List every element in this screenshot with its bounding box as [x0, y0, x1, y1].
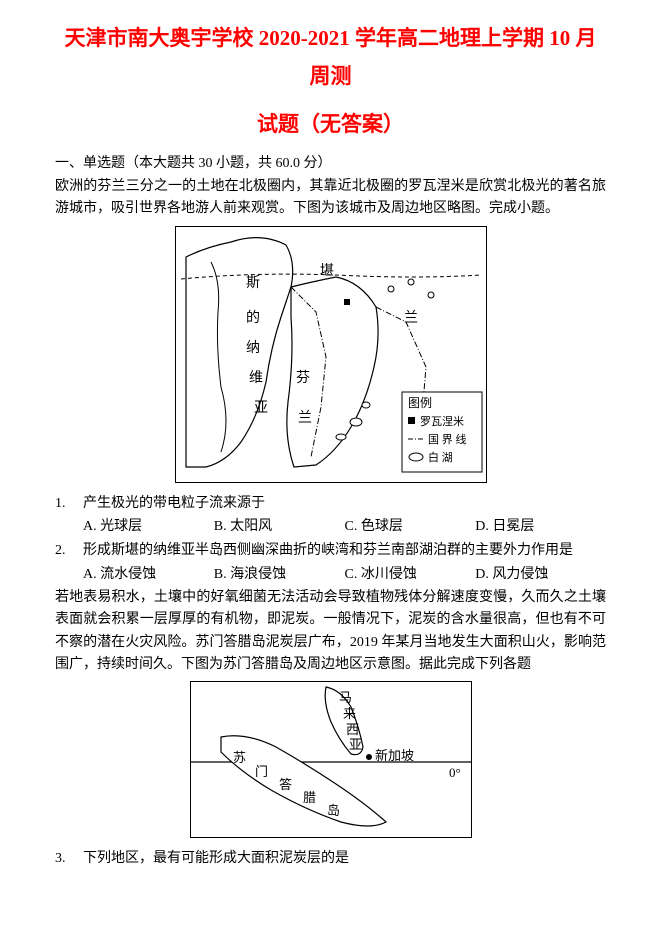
- map2-label: 苏: [233, 750, 246, 765]
- map2-label: 西: [346, 722, 359, 737]
- lat-label: 0°: [449, 765, 461, 780]
- map1-label: 芬: [296, 370, 310, 386]
- option-c: C. 冰川侵蚀: [345, 563, 476, 587]
- map1-label: 的: [246, 310, 260, 326]
- question-2-options: A. 流水侵蚀 B. 海浪侵蚀 C. 冰川侵蚀 D. 风力侵蚀: [55, 563, 606, 587]
- option-a: A. 流水侵蚀: [83, 563, 214, 587]
- city-label: 新加坡: [375, 748, 414, 763]
- lake-icon: [336, 434, 346, 440]
- legend-item: 罗瓦涅米: [420, 414, 464, 428]
- intro-paragraph-2: 若地表易积水，土壤中的好氧细菌无法活动会导致植物残体分解速度变慢，久而久之土壤表…: [55, 587, 606, 677]
- option-b: B. 海浪侵蚀: [214, 563, 345, 587]
- legend-title: 图例: [408, 396, 432, 410]
- intro-paragraph-1: 欧洲的芬兰三分之一的土地在北极圈内，其靠近北极圈的罗瓦涅米是欣赏北极光的著名旅游…: [55, 176, 606, 221]
- legend-lake-icon: [409, 453, 423, 461]
- exam-title: 天津市南大奥宇学校 2020-2021 学年高二地理上学期 10 月周测: [55, 20, 606, 96]
- option-d: D. 风力侵蚀: [475, 563, 606, 587]
- lake-icon: [362, 402, 370, 408]
- ridge-line: [211, 262, 226, 452]
- question-2: 2. 形成斯堪的纳维亚半岛西侧幽深曲折的峡湾和芬兰南部湖泊群的主要外力作用是: [55, 539, 606, 563]
- map2-label: 岛: [327, 803, 340, 818]
- map2-label: 答: [279, 777, 292, 792]
- legend-city-icon: [408, 417, 415, 424]
- map1-label: 兰: [404, 310, 418, 326]
- map1-label: 纳: [246, 340, 260, 356]
- map1-label: 兰: [298, 410, 312, 426]
- dot-icon: [388, 286, 394, 292]
- legend-item: 白 湖: [428, 450, 453, 464]
- option-d: D. 日冕层: [475, 515, 606, 539]
- map2-label: 来: [343, 706, 356, 721]
- map1-label: 维: [249, 370, 263, 386]
- map1-label: 斯: [246, 275, 260, 291]
- option-a: A. 光球层: [83, 515, 214, 539]
- question-3: 3. 下列地区，最有可能形成大面积泥炭层的是: [55, 847, 606, 871]
- question-number: 1.: [55, 492, 83, 516]
- exam-subtitle: 试题（无答案）: [55, 106, 606, 144]
- map1-container: 斯 堪 的 纳 维 亚 芬 兰 兰 图例 罗瓦涅米 国 界 线 白 湖: [55, 226, 606, 487]
- exam-page: 天津市南大奥宇学校 2020-2021 学年高二地理上学期 10 月周测 试题（…: [0, 0, 661, 891]
- sumatra-map: 0° 新加坡 马 来 西 亚 苏 门 答 腊 岛: [190, 681, 472, 838]
- question-1: 1. 产生极光的带电粒子流来源于: [55, 492, 606, 516]
- city-marker-icon: [344, 299, 350, 305]
- option-c: C. 色球层: [345, 515, 476, 539]
- city-dot-icon: [366, 754, 372, 760]
- scandinavia-map: 斯 堪 的 纳 维 亚 芬 兰 兰 图例 罗瓦涅米 国 界 线 白 湖: [175, 226, 487, 483]
- question-text: 下列地区，最有可能形成大面积泥炭层的是: [83, 847, 606, 871]
- map1-label: 堪: [320, 263, 334, 279]
- option-b: B. 太阳风: [214, 515, 345, 539]
- legend-item: 国 界 线: [428, 432, 467, 446]
- question-1-options: A. 光球层 B. 太阳风 C. 色球层 D. 日冕层: [55, 515, 606, 539]
- map2-label: 门: [255, 764, 268, 779]
- question-number: 3.: [55, 847, 83, 871]
- section-heading: 一、单选题（本大题共 30 小题，共 60.0 分）: [55, 153, 606, 175]
- dot-icon: [408, 279, 414, 285]
- map2-svg: 0° 新加坡 马 来 西 亚 苏 门 答 腊 岛: [191, 682, 471, 837]
- map1-svg: 斯 堪 的 纳 维 亚 芬 兰 兰 图例 罗瓦涅米 国 界 线 白 湖: [176, 227, 486, 482]
- question-text: 形成斯堪的纳维亚半岛西侧幽深曲折的峡湾和芬兰南部湖泊群的主要外力作用是: [83, 539, 606, 563]
- map2-container: 0° 新加坡 马 来 西 亚 苏 门 答 腊 岛: [55, 681, 606, 842]
- map2-label: 亚: [349, 737, 362, 752]
- dot-icon: [428, 292, 434, 298]
- map1-label: 亚: [254, 401, 268, 416]
- scandinavia-outline: [186, 237, 293, 466]
- map2-label: 腊: [303, 790, 316, 805]
- question-text: 产生极光的带电粒子流来源于: [83, 492, 606, 516]
- map2-label: 马: [339, 690, 352, 705]
- lake-icon: [350, 418, 362, 426]
- question-number: 2.: [55, 539, 83, 563]
